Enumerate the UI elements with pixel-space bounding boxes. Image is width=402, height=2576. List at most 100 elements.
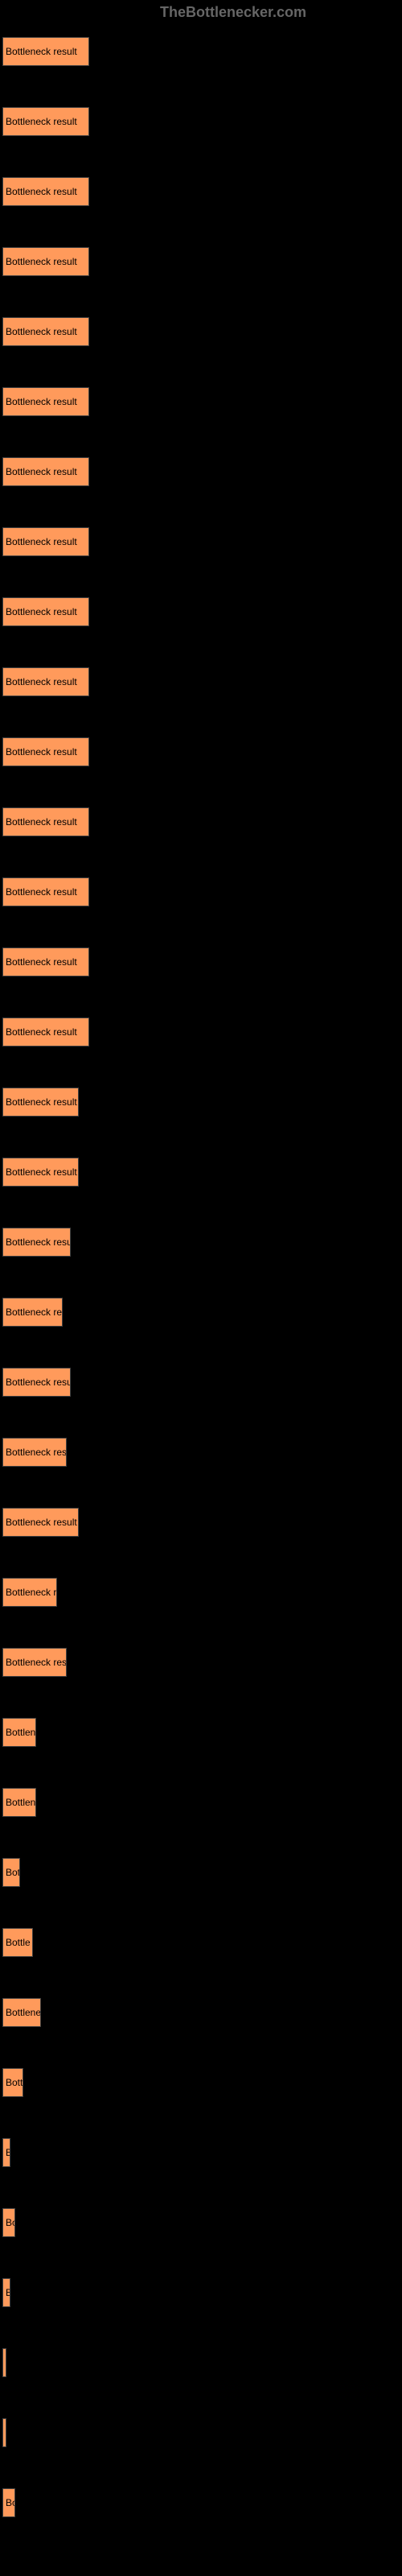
bar-row: Bottleneck r bbox=[2, 1578, 402, 1607]
bar-label: Bo bbox=[6, 2217, 15, 2228]
chart-bar: Bo bbox=[2, 2208, 15, 2237]
bar-row: Bottleneck result bbox=[2, 947, 402, 976]
bar-row: Bottleneck res bbox=[2, 1648, 402, 1677]
bar-row: Bottle bbox=[2, 1928, 402, 1957]
bar-label: Bottleneck result bbox=[6, 536, 77, 547]
bar-row: Bot bbox=[2, 1858, 402, 1887]
chart-bar: Bottleneck result bbox=[2, 877, 89, 906]
chart-bar: Bottleneck result bbox=[2, 37, 89, 66]
bar-row: Bottleneck result bbox=[2, 247, 402, 276]
bar-label: Bottleneck result bbox=[6, 1026, 77, 1038]
bar-label: Bott bbox=[6, 2077, 23, 2088]
bar-label: Bottleneck result bbox=[6, 256, 77, 267]
bar-row: Bottleneck result bbox=[2, 597, 402, 626]
bar-label: Bottleneck result bbox=[6, 186, 77, 197]
bar-row: Bottlen bbox=[2, 1788, 402, 1817]
bar-label: Bottleneck result bbox=[6, 606, 77, 617]
bar-row: Bottleneck result bbox=[2, 177, 402, 206]
chart-bar: Bottleneck resu bbox=[2, 1368, 71, 1397]
bar-label: Bottleneck result bbox=[6, 676, 77, 687]
bar-row: Bottleneck result bbox=[2, 1158, 402, 1187]
chart-bar: Bottleneck res bbox=[2, 1648, 67, 1677]
chart-bar: Bottleneck result bbox=[2, 1018, 89, 1046]
bar-row bbox=[2, 2348, 402, 2377]
bar-row: Bottleneck re bbox=[2, 1298, 402, 1327]
chart-bar: Bott bbox=[2, 2068, 23, 2097]
bar-label: Bottleneck resu bbox=[6, 1377, 71, 1388]
chart-bar: Bottleneck result bbox=[2, 247, 89, 276]
bar-label: Bottleneck result bbox=[6, 46, 77, 57]
bar-label: Bottlen bbox=[6, 1727, 35, 1738]
bar-label: Bottleneck result bbox=[6, 886, 77, 898]
bar-row: Bottlen bbox=[2, 1718, 402, 1747]
chart-bar: Bottleneck result bbox=[2, 1158, 79, 1187]
bar-label: Bottleneck result bbox=[6, 326, 77, 337]
chart-bar: Bottle bbox=[2, 1928, 33, 1957]
chart-bar: Bottleneck result bbox=[2, 317, 89, 346]
chart-bar: Bottleneck result bbox=[2, 107, 89, 136]
bar-label: B bbox=[6, 2147, 10, 2158]
bar-label: Bottlen bbox=[6, 1797, 35, 1808]
chart-bar: B bbox=[2, 2278, 10, 2307]
bar-chart: Bottleneck result Bottleneck result Bottle… bbox=[0, 37, 402, 2517]
chart-bar: B bbox=[2, 2138, 10, 2167]
bar-row: Bottleneck result bbox=[2, 877, 402, 906]
bar-row: Bottleneck result bbox=[2, 37, 402, 66]
chart-bar: Bottleneck result bbox=[2, 597, 89, 626]
chart-bar: Bottlen bbox=[2, 1788, 36, 1817]
chart-bar bbox=[2, 2348, 6, 2377]
bar-row: Bottleneck res bbox=[2, 1438, 402, 1467]
bar-row: Bo bbox=[2, 2208, 402, 2237]
chart-bar: Bottleneck result bbox=[2, 667, 89, 696]
bar-label: Bo bbox=[6, 2497, 15, 2508]
chart-bar: Bottleneck re bbox=[2, 1298, 63, 1327]
bar-row: B bbox=[2, 2138, 402, 2167]
chart-bar: Bottleneck result bbox=[2, 807, 89, 836]
bar-row: Bottleneck result bbox=[2, 107, 402, 136]
chart-bar: Bottleneck result bbox=[2, 737, 89, 766]
bar-row: Bottleneck resu bbox=[2, 1228, 402, 1257]
bar-label: Bottleneck res bbox=[6, 1447, 67, 1458]
bar-row: Bottleneck result bbox=[2, 1018, 402, 1046]
bar-row: Bott bbox=[2, 2068, 402, 2097]
chart-bar: Bottleneck result bbox=[2, 1508, 79, 1537]
bar-row: Bottleneck result bbox=[2, 457, 402, 486]
bar-row bbox=[2, 2418, 402, 2447]
bar-label: Bottleneck result bbox=[6, 1166, 77, 1178]
bar-label: Bottlene bbox=[6, 2007, 41, 2018]
bar-label: Bottleneck result bbox=[6, 396, 77, 407]
bar-label: Bottleneck result bbox=[6, 116, 77, 127]
bar-label: Bottleneck re bbox=[6, 1307, 62, 1318]
chart-bar: Bottleneck resu bbox=[2, 1228, 71, 1257]
bar-label: Bottleneck result bbox=[6, 746, 77, 758]
bar-label: Bottleneck result bbox=[6, 956, 77, 968]
chart-bar: Bottleneck result bbox=[2, 387, 89, 416]
chart-bar: Bottleneck result bbox=[2, 1088, 79, 1117]
bar-label: B bbox=[6, 2287, 10, 2298]
bar-row: Bottleneck result bbox=[2, 527, 402, 556]
bar-label: Bottleneck result bbox=[6, 816, 77, 828]
chart-bar: Bottlen bbox=[2, 1718, 36, 1747]
chart-bar: Bottleneck res bbox=[2, 1438, 67, 1467]
chart-bar: Bottleneck r bbox=[2, 1578, 57, 1607]
bar-label: Bottleneck r bbox=[6, 1587, 56, 1598]
bar-row: Bottleneck result bbox=[2, 667, 402, 696]
bar-row: B bbox=[2, 2278, 402, 2307]
chart-bar: Bottleneck result bbox=[2, 527, 89, 556]
chart-bar: Bot bbox=[2, 1858, 20, 1887]
chart-bar bbox=[2, 2418, 6, 2447]
bar-label: Bottleneck result bbox=[6, 1517, 77, 1528]
bar-row: Bo bbox=[2, 2488, 402, 2517]
bar-row: Bottleneck result bbox=[2, 1508, 402, 1537]
bar-label: Bottleneck res bbox=[6, 1657, 67, 1668]
bar-row: Bottleneck result bbox=[2, 317, 402, 346]
chart-bar: Bo bbox=[2, 2488, 15, 2517]
bar-label: Bottleneck resu bbox=[6, 1236, 71, 1248]
bar-row: Bottleneck resu bbox=[2, 1368, 402, 1397]
bar-row: Bottleneck result bbox=[2, 807, 402, 836]
bar-label: Bot bbox=[6, 1867, 20, 1878]
chart-bar: Bottleneck result bbox=[2, 177, 89, 206]
chart-bar: Bottleneck result bbox=[2, 947, 89, 976]
bar-row: Bottlene bbox=[2, 1998, 402, 2027]
bar-label: Bottleneck result bbox=[6, 466, 77, 477]
